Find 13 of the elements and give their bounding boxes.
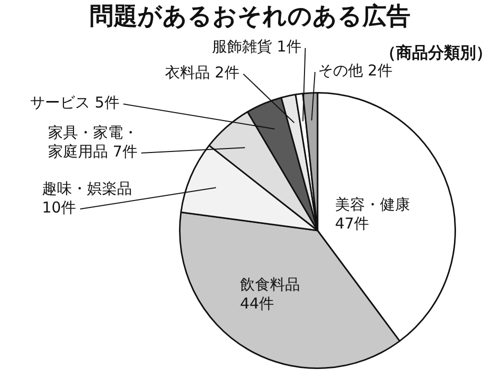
data-label: 44件: [240, 294, 274, 312]
chart-title: 問題があるおそれのある広告: [90, 2, 410, 30]
slice-label: 飲食料品: [240, 275, 300, 294]
slice-label: 趣味・娯楽品: [42, 179, 132, 198]
slice-label: 家具・家電・家庭用品 7件: [48, 123, 138, 160]
data-label: 47件: [335, 214, 370, 232]
slice-label: その他 2件: [318, 61, 392, 80]
chart-subtitle: （商品分類別）: [380, 43, 492, 62]
slice-label: 美容・健康: [335, 195, 410, 214]
slice-label: 衣料品 2件: [165, 63, 240, 82]
slice-label: サービス 5件: [30, 93, 120, 112]
data-label: 10件: [42, 198, 76, 216]
slice-label: 服飾雑貨 1件: [212, 37, 302, 56]
